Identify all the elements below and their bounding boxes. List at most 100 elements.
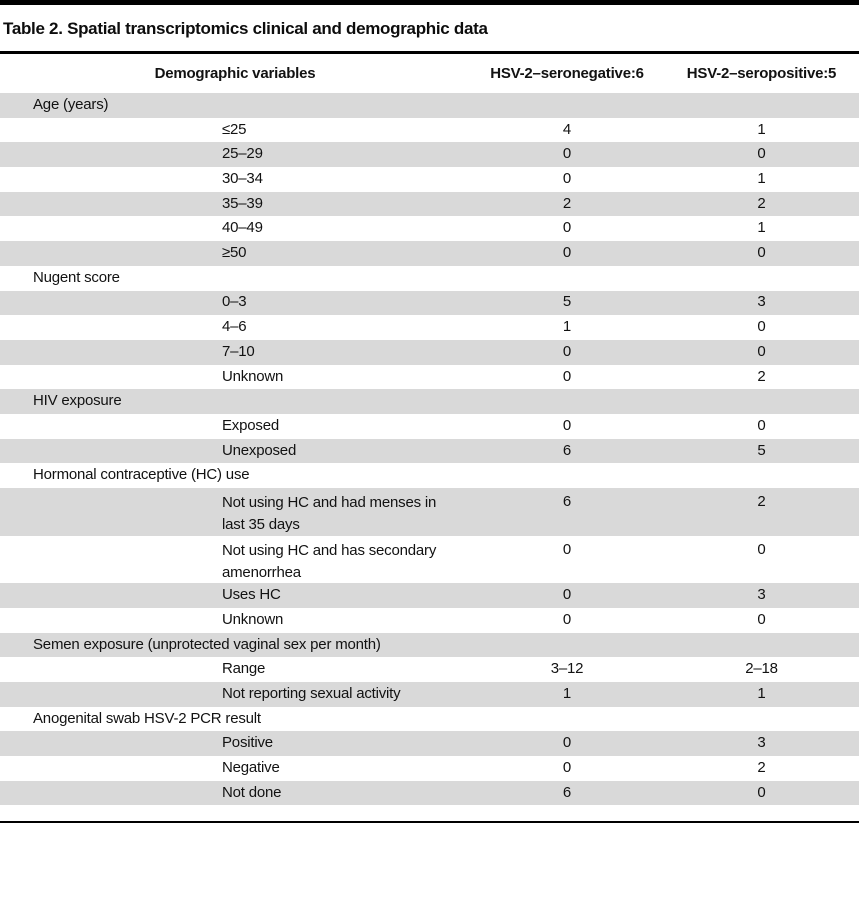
column-header-hsv2-seronegative: HSV-2–seronegative:6 (490, 65, 644, 82)
section-label: Age (years) (33, 95, 109, 113)
cell-seronegative: 0 (562, 170, 572, 188)
cell-seronegative: 1 (562, 318, 572, 336)
cell-seropositive: 0 (757, 416, 766, 434)
row-label: 30–34 (222, 170, 263, 188)
row-label: Not done (222, 783, 282, 801)
cell-seronegative: 0 (562, 367, 572, 385)
cell-seropositive: 2 (757, 194, 766, 212)
cell-seronegative: 0 (562, 342, 572, 360)
cell-seronegative: 6 (562, 493, 572, 510)
cell-seronegative: 3–12 (550, 660, 584, 678)
cell-seropositive: 0 (757, 540, 766, 558)
section-row-hormonal-contraceptive-use: Hormonal contraceptive (HC) use (0, 463, 859, 488)
top-rule (0, 0, 859, 5)
row-label: Positive (222, 734, 273, 752)
cell-seronegative: 0 (562, 416, 572, 434)
row-label: Range (222, 660, 266, 678)
cell-seropositive: 2 (757, 493, 766, 510)
row-label: Not using HC and had menses in last 35 d… (222, 494, 437, 533)
cell-seropositive: 1 (757, 684, 766, 702)
row-label: ≥50 (222, 244, 247, 262)
table-row: Unknown 0 2 (0, 364, 859, 390)
cell-seropositive: 3 (757, 586, 766, 604)
cell-seropositive: 2–18 (745, 660, 778, 678)
column-header-hsv2-seropositive: HSV-2–seropositive:5 (686, 65, 837, 82)
cell-seropositive: 0 (757, 610, 766, 628)
table-row: Not done 6 0 (0, 780, 859, 806)
section-label: Anogenital swab HSV-2 PCR result (33, 709, 261, 727)
row-label: 4–6 (222, 318, 247, 336)
cell-seropositive: 0 (757, 783, 766, 801)
cell-seropositive: 1 (757, 120, 766, 138)
bottom-rule (0, 821, 859, 824)
row-label: 0–3 (222, 293, 247, 311)
title-divider-rule (0, 51, 859, 54)
cell-seropositive: 2 (757, 367, 766, 385)
table-row: Unexposed 6 5 (0, 438, 859, 464)
column-header-demographic-variables: Demographic variables (154, 65, 316, 82)
row-label: ≤25 (222, 120, 247, 138)
table-row: Not using HC and has secondary amenorrhe… (0, 535, 859, 584)
table-row: Uses HC 0 3 (0, 583, 859, 608)
table-row: 7–10 0 0 (0, 339, 859, 365)
cell-seronegative: 1 (562, 684, 572, 702)
cell-seronegative: 6 (562, 783, 572, 801)
cell-seronegative: 0 (562, 244, 572, 262)
table-row: 0–3 5 3 (0, 290, 859, 316)
row-label: Exposed (222, 416, 279, 434)
section-row-semen-exposure: Semen exposure (unprotected vaginal sex … (0, 632, 859, 658)
cell-seronegative: 0 (562, 586, 572, 604)
section-row-nugent-score: Nugent score (0, 265, 859, 291)
table-row: 4–6 1 0 (0, 315, 859, 340)
row-label: 7–10 (222, 342, 255, 360)
row-label: Not reporting sexual activity (222, 684, 401, 702)
section-label: HIV exposure (33, 392, 122, 410)
row-label: Unknown (222, 610, 284, 628)
row-label: Not using HC and has secondary amenorrhe… (222, 541, 437, 581)
cell-seronegative: 6 (562, 441, 572, 459)
table-row: Positive 0 3 (0, 731, 859, 756)
table-row: Exposed 0 0 (0, 413, 859, 439)
row-label: Unknown (222, 367, 284, 385)
section-label: Nugent score (33, 268, 120, 286)
row-label: Negative (222, 758, 280, 776)
cell-seronegative: 0 (562, 758, 572, 776)
cell-seropositive: 0 (757, 318, 766, 336)
cell-seropositive: 0 (757, 342, 766, 360)
table-row: ≤25 4 1 (0, 117, 859, 143)
table-title: Table 2. Spatial transcriptomics clinica… (3, 19, 488, 38)
cell-seropositive: 0 (757, 145, 766, 163)
section-row-hiv-exposure: HIV exposure (0, 389, 859, 414)
cell-seropositive: 3 (757, 293, 766, 311)
cell-seronegative: 0 (562, 219, 572, 237)
row-label: Unexposed (222, 441, 297, 459)
table-row: Not using HC and had menses in last 35 d… (0, 488, 859, 536)
row-label: 35–39 (222, 194, 263, 212)
table-row: 30–34 0 1 (0, 167, 859, 192)
table-row: Not reporting sexual activity 1 1 (0, 681, 859, 707)
cell-seropositive: 1 (757, 219, 766, 237)
table-header-row: Demographic variables HSV-2–seronegative… (0, 54, 859, 93)
section-row-age: Age (years) (0, 93, 859, 118)
table-row: Negative 0 2 (0, 756, 859, 781)
table-row: Unknown 0 0 (0, 607, 859, 633)
row-label: Uses HC (222, 586, 281, 604)
section-label: Semen exposure (unprotected vaginal sex … (33, 635, 381, 653)
table-row: 25–29 0 0 (0, 142, 859, 168)
row-label: 25–29 (222, 145, 263, 163)
cell-seropositive: 1 (757, 170, 766, 188)
cell-seropositive: 2 (757, 758, 766, 776)
cell-seropositive: 3 (757, 734, 766, 752)
cell-seropositive: 5 (757, 441, 766, 459)
table-row: 35–39 2 2 (0, 191, 859, 217)
table-row: ≥50 0 0 (0, 241, 859, 266)
cell-seronegative: 0 (562, 610, 572, 628)
cell-seropositive: 0 (757, 244, 766, 262)
cell-seronegative: 2 (562, 194, 572, 212)
cell-seronegative: 5 (562, 293, 572, 311)
cell-seronegative: 0 (562, 540, 572, 558)
cell-seronegative: 0 (562, 145, 572, 163)
section-row-anogenital-swab-pcr: Anogenital swab HSV-2 PCR result (0, 706, 859, 732)
row-label: 40–49 (222, 219, 263, 237)
demographics-table: Demographic variables HSV-2–seronegative… (0, 54, 859, 824)
